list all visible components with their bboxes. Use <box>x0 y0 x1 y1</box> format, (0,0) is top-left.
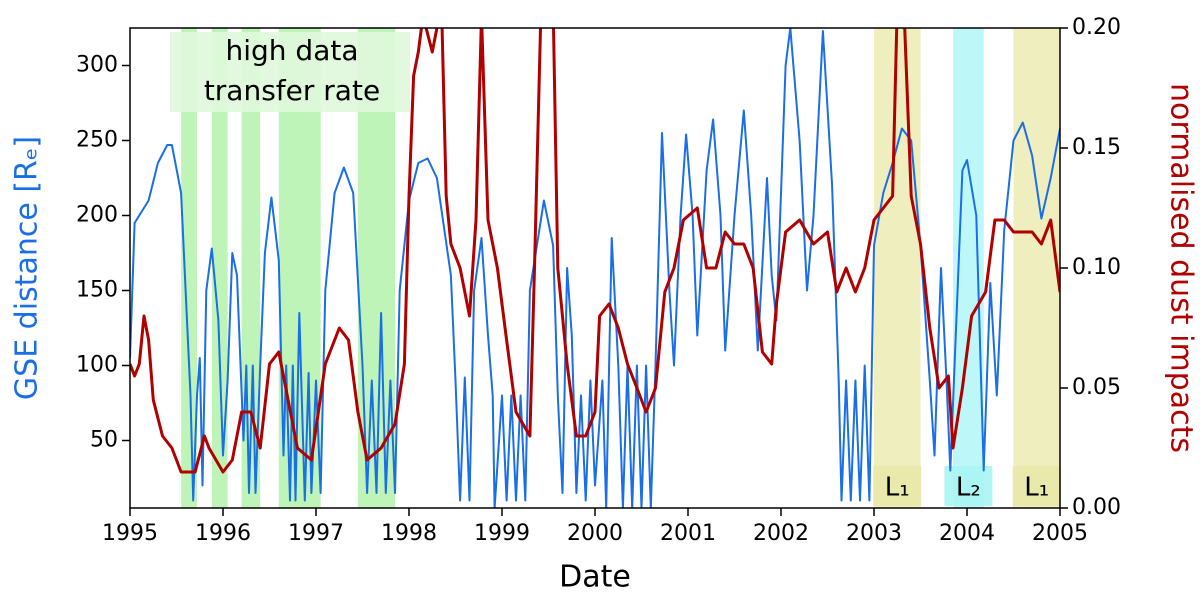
x-axis-label: Date <box>559 560 631 595</box>
x-tick-label: 2000 <box>567 521 623 546</box>
series-line <box>130 28 1060 474</box>
y-tick-label: 300 <box>76 53 118 78</box>
region-label: L₁ <box>1024 473 1049 503</box>
x-tick-label: 2005 <box>1032 521 1088 546</box>
y-axis-label: GSE distance [Rₑ] <box>10 136 45 400</box>
region-label-box <box>1012 466 1061 506</box>
regions: L₁ L₂ L₁ high data transfer rate <box>170 28 1061 508</box>
region-label: L₁ <box>885 473 910 503</box>
y2-axis-label: normalised dust impacts <box>1164 83 1199 453</box>
y2-tick-label: 0.20 <box>1072 15 1121 40</box>
region-label: L₂ <box>956 473 981 503</box>
y-tick-label: 250 <box>76 128 118 153</box>
lines <box>130 28 1060 508</box>
annotation: transfer rate <box>204 74 380 107</box>
y2-tick-label: 0.15 <box>1072 135 1121 160</box>
x-tick-label: 1999 <box>474 521 530 546</box>
region-label-box <box>944 466 993 506</box>
region <box>181 28 197 508</box>
region-label-box <box>873 466 922 506</box>
x-tick-label: 2003 <box>846 521 902 546</box>
x-tick-label: 2001 <box>660 521 716 546</box>
annotation-box <box>170 32 410 112</box>
region <box>211 28 228 508</box>
region <box>1013 28 1060 508</box>
x-tick-label: 1998 <box>381 521 437 546</box>
x-tick-label: 2002 <box>753 521 809 546</box>
y-tick-label: 150 <box>76 278 118 303</box>
x-tick-label: 2004 <box>939 521 995 546</box>
y2-tick-label: 0.00 <box>1072 495 1121 520</box>
x-tick-label: 1996 <box>195 521 251 546</box>
x-tick-label: 1995 <box>102 521 158 546</box>
x-tick-label: 1997 <box>288 521 344 546</box>
y2-tick-label: 0.10 <box>1072 255 1121 280</box>
region <box>874 28 921 508</box>
annotation: high data <box>225 34 358 67</box>
y-tick-label: 200 <box>76 203 118 228</box>
y2-tick-label: 0.05 <box>1072 375 1121 400</box>
y-tick-label: 50 <box>90 428 118 453</box>
y-tick-label: 100 <box>76 353 118 378</box>
series-line <box>130 28 1060 508</box>
